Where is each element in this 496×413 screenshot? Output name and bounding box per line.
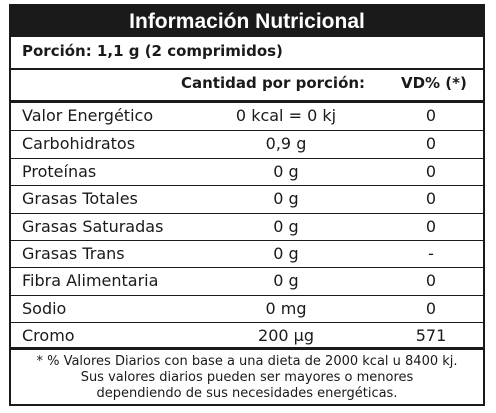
table-row: Cromo 200 µg 571: [11, 322, 483, 349]
divider: [11, 347, 483, 350]
table-row: Proteínas 0 g 0: [11, 157, 483, 185]
nutrition-facts-panel: Información Nutricional Porción: 1,1 g (…: [9, 4, 485, 406]
header-vd: VD% (*): [401, 74, 467, 92]
nutrient-quantity: 200 µg: [258, 326, 314, 346]
panel-title: Información Nutricional: [11, 6, 483, 37]
nutrient-vd: 0: [425, 216, 437, 236]
nutrient-vd: -: [428, 244, 434, 263]
table-row: Grasas Saturadas 0 g 0: [11, 212, 483, 240]
nutrient-quantity: 0 g: [273, 244, 299, 263]
table-row: Carbohidratos 0,9 g 0: [11, 130, 483, 157]
nutrient-vd: 0: [425, 189, 437, 209]
nutrient-vd: 0: [425, 134, 437, 154]
nutrient-name: Sodio: [22, 298, 67, 318]
table-row: Sodio 0 mg 0: [11, 294, 483, 322]
nutrient-quantity: 0 kcal = 0 kj: [235, 106, 337, 125]
header-quantity: Cantidad por porción:: [181, 74, 366, 92]
nutrient-name: Valor Energético: [22, 106, 154, 125]
table-row: Grasas Totales 0 g 0: [11, 185, 483, 212]
table-row: Fibra Alimentaria 0 g 0: [11, 267, 483, 294]
nutrient-name: Carbohidratos: [22, 134, 136, 154]
nutrient-quantity: 0 g: [273, 271, 299, 291]
nutrient-vd: 0: [425, 298, 437, 318]
portion-size: Porción: 1,1 g (2 comprimidos): [22, 42, 283, 60]
nutrient-vd: 571: [415, 326, 447, 346]
nutrient-name: Proteínas: [22, 161, 97, 181]
nutrient-vd: 0: [425, 106, 437, 125]
nutrient-name: Grasas Totales: [22, 189, 138, 209]
nutrient-quantity: 0 g: [273, 161, 299, 181]
footnote: * % Valores Diarios con base a una dieta…: [11, 354, 483, 402]
nutrient-name: Cromo: [22, 326, 75, 346]
nutrient-vd: 0: [425, 161, 437, 181]
nutrient-quantity: 0 g: [273, 216, 299, 236]
nutrient-name: Grasas Trans: [22, 244, 125, 263]
footnote-line: dependiendo de sus necesidades energétic…: [96, 386, 398, 401]
nutrient-vd: 0: [425, 271, 437, 291]
footnote-line: Sus valores diarios pueden ser mayores o…: [80, 370, 414, 385]
nutrient-name: Grasas Saturadas: [22, 216, 164, 236]
nutrient-quantity: 0 g: [273, 189, 299, 209]
table-row: Valor Energético 0 kcal = 0 kj 0: [11, 103, 483, 130]
nutrient-quantity: 0 mg: [265, 298, 307, 318]
nutrient-quantity: 0,9 g: [265, 134, 307, 154]
footnote-line: * % Valores Diarios con base a una dieta…: [36, 354, 458, 369]
divider: [11, 68, 483, 70]
divider: [11, 100, 483, 103]
table-row: Grasas Trans 0 g -: [11, 240, 483, 267]
nutrient-name: Fibra Alimentaria: [22, 271, 159, 291]
